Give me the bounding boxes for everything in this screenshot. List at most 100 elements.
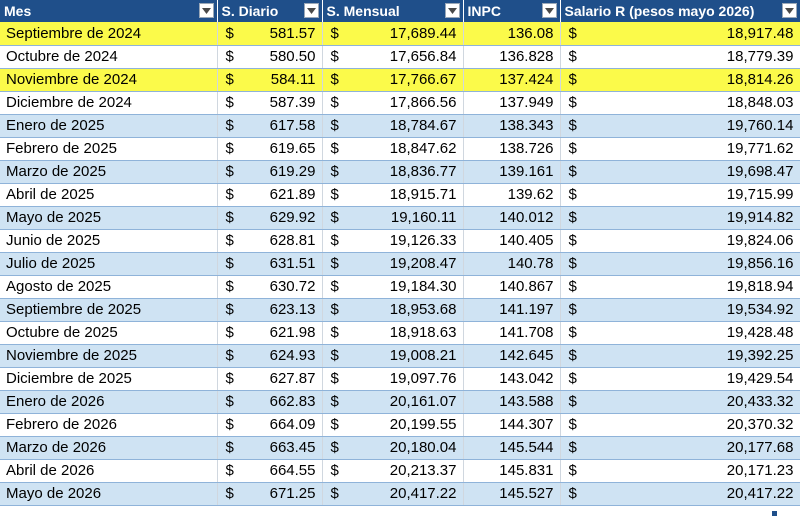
cell-inpc[interactable]: 141.708 bbox=[463, 321, 561, 345]
cell-s-mensual[interactable]: $17,766.67 bbox=[322, 68, 464, 92]
cell-salario-real[interactable]: $20,177.68 bbox=[560, 436, 800, 460]
cell-s-diario[interactable]: $627.87 bbox=[217, 367, 323, 391]
cell-s-mensual[interactable]: $19,184.30 bbox=[322, 275, 464, 299]
cell-salario-real[interactable]: $20,417.22 bbox=[560, 482, 800, 506]
cell-inpc[interactable]: 139.62 bbox=[463, 183, 561, 207]
cell-inpc[interactable]: 145.544 bbox=[463, 436, 561, 460]
cell-mes[interactable]: Abril de 2025 bbox=[0, 183, 218, 207]
cell-s-mensual[interactable]: $20,180.04 bbox=[322, 436, 464, 460]
cell-s-diario[interactable]: $629.92 bbox=[217, 206, 323, 230]
cell-s-mensual[interactable]: $18,953.68 bbox=[322, 298, 464, 322]
cell-s-diario[interactable]: $580.50 bbox=[217, 45, 323, 69]
cell-s-diario[interactable]: $621.89 bbox=[217, 183, 323, 207]
cell-salario-real[interactable]: $19,818.94 bbox=[560, 275, 800, 299]
cell-s-diario[interactable]: $617.58 bbox=[217, 114, 323, 138]
cell-mes[interactable]: Octubre de 2024 bbox=[0, 45, 218, 69]
cell-mes[interactable]: Diciembre de 2025 bbox=[0, 367, 218, 391]
filter-dropdown-icon[interactable] bbox=[541, 3, 557, 18]
cell-salario-real[interactable]: $19,771.62 bbox=[560, 137, 800, 161]
cell-inpc[interactable]: 143.588 bbox=[463, 390, 561, 414]
cell-s-diario[interactable]: $584.11 bbox=[217, 68, 323, 92]
filter-dropdown-icon[interactable] bbox=[781, 3, 797, 18]
cell-s-mensual[interactable]: $20,199.55 bbox=[322, 413, 464, 437]
column-header-s-mensual[interactable]: S. Mensual bbox=[322, 0, 464, 22]
cell-salario-real[interactable]: $19,392.25 bbox=[560, 344, 800, 368]
cell-salario-real[interactable]: $19,698.47 bbox=[560, 160, 800, 184]
fill-handle[interactable] bbox=[772, 511, 777, 516]
column-header-inpc[interactable]: INPC bbox=[463, 0, 561, 22]
cell-s-diario[interactable]: $628.81 bbox=[217, 229, 323, 253]
cell-mes[interactable]: Mayo de 2025 bbox=[0, 206, 218, 230]
cell-s-diario[interactable]: $664.55 bbox=[217, 459, 323, 483]
cell-mes[interactable]: Septiembre de 2025 bbox=[0, 298, 218, 322]
cell-inpc[interactable]: 145.527 bbox=[463, 482, 561, 506]
cell-inpc[interactable]: 143.042 bbox=[463, 367, 561, 391]
cell-s-diario[interactable]: $581.57 bbox=[217, 22, 323, 46]
cell-s-diario[interactable]: $624.93 bbox=[217, 344, 323, 368]
cell-inpc[interactable]: 138.726 bbox=[463, 137, 561, 161]
cell-s-mensual[interactable]: $19,097.76 bbox=[322, 367, 464, 391]
cell-mes[interactable]: Septiembre de 2024 bbox=[0, 22, 218, 46]
cell-salario-real[interactable]: $19,856.16 bbox=[560, 252, 800, 276]
cell-inpc[interactable]: 140.78 bbox=[463, 252, 561, 276]
cell-salario-real[interactable]: $20,171.23 bbox=[560, 459, 800, 483]
cell-s-diario[interactable]: $631.51 bbox=[217, 252, 323, 276]
cell-s-mensual[interactable]: $19,008.21 bbox=[322, 344, 464, 368]
cell-inpc[interactable]: 136.08 bbox=[463, 22, 561, 46]
cell-salario-real[interactable]: $19,760.14 bbox=[560, 114, 800, 138]
cell-inpc[interactable]: 140.405 bbox=[463, 229, 561, 253]
cell-s-mensual[interactable]: $19,126.33 bbox=[322, 229, 464, 253]
cell-s-diario[interactable]: $619.65 bbox=[217, 137, 323, 161]
cell-s-mensual[interactable]: $19,160.11 bbox=[322, 206, 464, 230]
cell-inpc[interactable]: 137.949 bbox=[463, 91, 561, 115]
cell-inpc[interactable]: 144.307 bbox=[463, 413, 561, 437]
cell-mes[interactable]: Agosto de 2025 bbox=[0, 275, 218, 299]
cell-mes[interactable]: Noviembre de 2024 bbox=[0, 68, 218, 92]
cell-s-mensual[interactable]: $19,208.47 bbox=[322, 252, 464, 276]
cell-s-diario[interactable]: $630.72 bbox=[217, 275, 323, 299]
cell-mes[interactable]: Octubre de 2025 bbox=[0, 321, 218, 345]
cell-s-mensual[interactable]: $18,915.71 bbox=[322, 183, 464, 207]
column-header-salario-real[interactable]: Salario R (pesos mayo 2026) bbox=[560, 0, 800, 22]
filter-dropdown-icon[interactable] bbox=[444, 3, 460, 18]
cell-salario-real[interactable]: $20,370.32 bbox=[560, 413, 800, 437]
cell-inpc[interactable]: 137.424 bbox=[463, 68, 561, 92]
cell-inpc[interactable]: 141.197 bbox=[463, 298, 561, 322]
cell-s-mensual[interactable]: $17,866.56 bbox=[322, 91, 464, 115]
cell-mes[interactable]: Noviembre de 2025 bbox=[0, 344, 218, 368]
cell-s-mensual[interactable]: $17,689.44 bbox=[322, 22, 464, 46]
cell-salario-real[interactable]: $18,848.03 bbox=[560, 91, 800, 115]
cell-mes[interactable]: Febrero de 2026 bbox=[0, 413, 218, 437]
cell-mes[interactable]: Marzo de 2025 bbox=[0, 160, 218, 184]
cell-inpc[interactable]: 139.161 bbox=[463, 160, 561, 184]
cell-mes[interactable]: Diciembre de 2024 bbox=[0, 91, 218, 115]
cell-s-mensual[interactable]: $17,656.84 bbox=[322, 45, 464, 69]
cell-s-diario[interactable]: $623.13 bbox=[217, 298, 323, 322]
cell-s-diario[interactable]: $663.45 bbox=[217, 436, 323, 460]
cell-s-mensual[interactable]: $20,213.37 bbox=[322, 459, 464, 483]
cell-s-diario[interactable]: $671.25 bbox=[217, 482, 323, 506]
column-header-mes[interactable]: Mes bbox=[0, 0, 218, 22]
cell-mes[interactable]: Enero de 2026 bbox=[0, 390, 218, 414]
column-header-s-diario[interactable]: S. Diario bbox=[217, 0, 323, 22]
cell-s-diario[interactable]: $662.83 bbox=[217, 390, 323, 414]
cell-mes[interactable]: Abril de 2026 bbox=[0, 459, 218, 483]
cell-s-diario[interactable]: $664.09 bbox=[217, 413, 323, 437]
filter-dropdown-icon[interactable] bbox=[303, 3, 319, 18]
cell-salario-real[interactable]: $19,824.06 bbox=[560, 229, 800, 253]
cell-inpc[interactable]: 145.831 bbox=[463, 459, 561, 483]
cell-s-mensual[interactable]: $20,417.22 bbox=[322, 482, 464, 506]
cell-s-mensual[interactable]: $18,847.62 bbox=[322, 137, 464, 161]
cell-mes[interactable]: Julio de 2025 bbox=[0, 252, 218, 276]
cell-salario-real[interactable]: $19,429.54 bbox=[560, 367, 800, 391]
cell-salario-real[interactable]: $20,433.32 bbox=[560, 390, 800, 414]
filter-dropdown-icon[interactable] bbox=[198, 3, 214, 18]
cell-salario-real[interactable]: $18,779.39 bbox=[560, 45, 800, 69]
cell-inpc[interactable]: 140.867 bbox=[463, 275, 561, 299]
cell-s-diario[interactable]: $587.39 bbox=[217, 91, 323, 115]
cell-mes[interactable]: Marzo de 2026 bbox=[0, 436, 218, 460]
cell-salario-real[interactable]: $18,917.48 bbox=[560, 22, 800, 46]
cell-salario-real[interactable]: $19,715.99 bbox=[560, 183, 800, 207]
cell-mes[interactable]: Junio de 2025 bbox=[0, 229, 218, 253]
cell-inpc[interactable]: 142.645 bbox=[463, 344, 561, 368]
